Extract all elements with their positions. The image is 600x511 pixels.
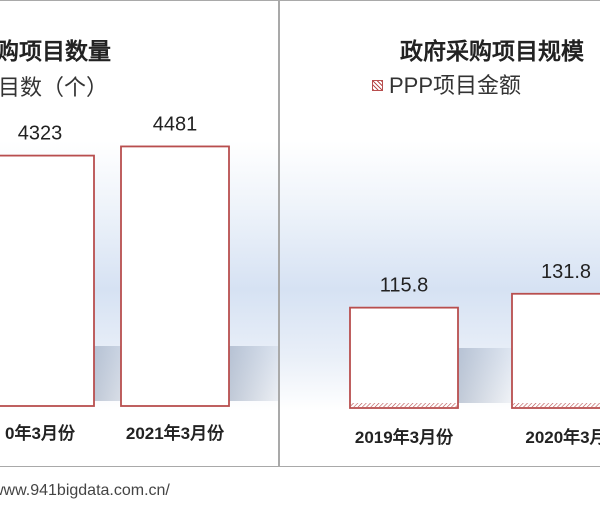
legend-label: 目数（个） [0,75,109,100]
bar-1 [511,292,600,409]
legend-label: PPP项目金额 [389,73,522,98]
bar-0 [0,154,95,407]
legend-swatch-icon [372,79,383,91]
legend-entry: PPP项目金额 [372,68,521,100]
chart-title: 购项目数量 [0,38,111,64]
bar-shadow [225,346,278,401]
legend-entry: 目数（个） [0,70,108,102]
source-url: www.941bigdata.com.cn/ [0,482,170,499]
bar-chart-right: 115.8 2019年3月份 131.8 2020年3月 [349,261,600,447]
bar-1 [120,145,230,407]
bar-hatch-base [513,403,600,407]
chart-panel-right: 政府采购项目规模 PPP项目金额 115.8 2019年3月份 131.8 2020年… [279,0,600,467]
value-label: 131.8 [541,261,591,283]
value-label: 4481 [153,113,198,135]
value-label: 115.8 [380,275,429,297]
chart-panel-left: 购项目数量 目数（个） 4323 0年3月份 4481 2021年3月份 [0,0,279,467]
category-label: 2019年3月份 [355,427,454,447]
bar-hatch-base [351,403,457,407]
category-label: 0年3月份 [5,423,76,443]
value-label: 4323 [18,123,63,145]
bar-chart-left: 4323 0年3月份 4481 2021年3月份 [0,113,278,443]
category-label: 2021年3月份 [126,423,225,443]
category-label: 2020年3月 [525,427,600,447]
chart-title: 政府采购项目规模 [400,38,584,64]
bar-0 [349,306,459,409]
